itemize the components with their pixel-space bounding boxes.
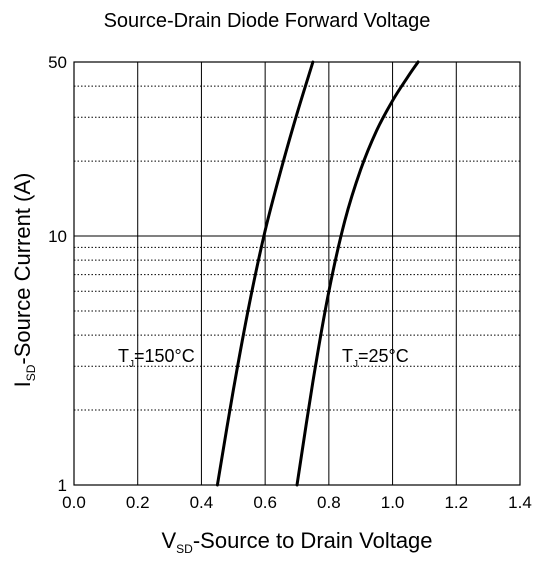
y-tick-label: 10 (48, 227, 67, 246)
y-tick-label: 1 (58, 476, 67, 495)
x-tick-label: 0.0 (62, 493, 86, 512)
x-tick-label: 0.2 (126, 493, 150, 512)
x-axis-label-sub: SD (176, 542, 193, 556)
x-axis-label-rest: -Source to Drain Voltage (192, 528, 433, 553)
y-axis-label-sub: SD (24, 364, 38, 382)
plot-frame (73, 61, 521, 486)
series-line-tj-150c (215, 60, 315, 487)
x-tick-label: 1.2 (444, 493, 468, 512)
x-tick-label: 0.4 (190, 493, 214, 512)
series-line-tj-25c (295, 60, 420, 487)
chart-title: Source-Drain Diode Forward Voltage (103, 10, 431, 32)
x-tick-label: 0.6 (253, 493, 277, 512)
y-axis-label-rest: -Source Current (A) (10, 172, 35, 365)
y-tick-label: 50 (48, 53, 67, 72)
x-tick-label: 0.8 (317, 493, 341, 512)
y-axis-label: ISD-Source Current (A) (10, 173, 38, 388)
x-axis-label-main: V (161, 528, 177, 553)
y-axis-label-main: I (10, 381, 35, 388)
x-axis-label: VSD-Source to Drain Voltage (74, 528, 520, 556)
x-tick-label: 1.4 (508, 493, 532, 512)
series-label-tj-25c: TJ=25°C (342, 346, 409, 370)
x-tick-label: 1.0 (381, 493, 405, 512)
series-label-tj-150c: TJ=150°C (118, 346, 195, 370)
